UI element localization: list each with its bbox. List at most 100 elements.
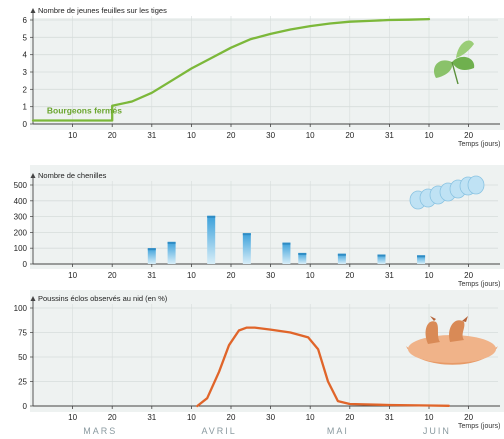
x-tick-label: 10 (68, 413, 77, 422)
bar (282, 242, 291, 264)
x-tick-label: 20 (108, 413, 117, 422)
x-tick-label: 31 (147, 271, 156, 280)
x-tick-label: 20 (464, 271, 473, 280)
x-tick-label: 10 (68, 271, 77, 280)
caterpillar-icon (409, 175, 485, 210)
x-tick-label: 10 (425, 271, 434, 280)
bar-cap (242, 233, 251, 236)
x-tick-label: 30 (266, 413, 275, 422)
x-tick-label: 30 (266, 131, 275, 140)
y-tick-label: 75 (18, 329, 27, 338)
bar (417, 255, 426, 264)
month-label: AVRIL (201, 426, 236, 436)
x-tick-label: 10 (187, 131, 196, 140)
y-tick-label: 4 (23, 51, 28, 60)
x-tick-label: 31 (147, 413, 156, 422)
x-tick-label: 20 (345, 271, 354, 280)
leaf-shape (433, 60, 453, 78)
panel-background (30, 18, 504, 130)
bar-cap (337, 253, 346, 256)
bar-cap (417, 255, 426, 258)
bar (167, 241, 176, 264)
bar (147, 248, 156, 264)
bird-nest-icon (406, 316, 498, 365)
x-tick-label: 20 (108, 271, 117, 280)
y-tick-label: 400 (14, 197, 28, 206)
month-labels: MARS AVRIL MAI JUIN (83, 426, 451, 436)
bar-cap (207, 215, 216, 218)
x-axis-label: Temps (jours) (458, 281, 500, 288)
x-tick-label: 20 (227, 131, 236, 140)
month-label: MARS (83, 426, 117, 436)
leaf-icon (433, 40, 475, 85)
chick-shape (449, 320, 465, 342)
y-tick-label: 25 (18, 378, 27, 387)
y-tick-label: 6 (23, 16, 28, 25)
y-axis-arrow (30, 296, 36, 301)
x-tick-label: 31 (385, 131, 394, 140)
chart-panel-2: 0100200300400500102031102030102031102030… (14, 171, 504, 288)
x-tick-label: 31 (147, 131, 156, 140)
x-tick-label: 31 (385, 271, 394, 280)
y-tick-label: 100 (14, 244, 28, 253)
chart-panel-1: 0123456102031102030102031102030Temps (jo… (23, 6, 504, 148)
leaf-shape (452, 56, 475, 70)
x-tick-label: 31 (385, 413, 394, 422)
x-tick-label: 10 (187, 413, 196, 422)
x-tick-label: 10 (68, 131, 77, 140)
x-tick-label: 20 (345, 413, 354, 422)
series-line (31, 17, 431, 122)
chart-panels: 0 1 2 3 4 5 6 10 20 31 10 20 30 10 20 31 10 20 30 Temps (jo… (14, 6, 504, 430)
annotation-label: Bourgeons fermés (47, 105, 122, 115)
x-tick-label: 10 (425, 131, 434, 140)
leaf-shape (456, 40, 474, 58)
y-tick-label: 100 (14, 304, 28, 313)
y-tick-label: 2 (23, 85, 28, 94)
x-tick-label: 10 (306, 271, 315, 280)
panel-icons (406, 40, 498, 365)
bar-cap (298, 252, 307, 255)
x-tick-label: 20 (345, 131, 354, 140)
y-tick-label: 500 (14, 181, 28, 190)
y-axis-arrow (30, 8, 36, 13)
bar (242, 233, 251, 264)
chick-beak (430, 316, 436, 321)
y-tick-label: 200 (14, 228, 28, 237)
chick-beak (462, 316, 468, 322)
y-tick-label: 1 (23, 103, 28, 112)
x-tick-label: 20 (227, 413, 236, 422)
caterpillar-segment (467, 175, 485, 195)
x-axis-label: Temps (jours) (458, 141, 500, 148)
x-tick-label: 20 (108, 131, 117, 140)
bar (337, 253, 346, 264)
y-axis-arrow (30, 173, 36, 178)
month-label: MAI (327, 426, 349, 436)
bar-cap (282, 242, 291, 245)
chick-shape (425, 321, 440, 344)
x-tick-label: 20 (464, 413, 473, 422)
x-tick-label: 30 (266, 271, 275, 280)
series-line (196, 326, 450, 408)
y-tick-label: 3 (23, 68, 28, 77)
bar-cap (167, 241, 176, 244)
chart-title: Nombre de chenilles (38, 171, 107, 180)
y-tick-label: 0 (23, 260, 28, 269)
chart-title: Poussins éclos observés au nid (en %) (38, 294, 168, 303)
chart-title: Nombre de jeunes feuilles sur les tiges (38, 6, 167, 15)
x-tick-label: 20 (464, 131, 473, 140)
bar-cap (377, 254, 386, 257)
y-tick-label: 300 (14, 213, 28, 222)
chart-panel-3: 0255075100102031102030102031102030Temps … (14, 294, 504, 430)
leaf-stem (451, 61, 459, 85)
bar (377, 254, 386, 264)
bar-cap (147, 248, 156, 251)
x-tick-label: 20 (227, 271, 236, 280)
bar (207, 215, 216, 264)
x-tick-label: 10 (306, 413, 315, 422)
bar (298, 252, 307, 264)
x-tick-label: 10 (306, 131, 315, 140)
y-tick-label: 0 (23, 402, 28, 411)
x-axis-label: Temps (jours) (458, 423, 500, 430)
month-label: JUIN (423, 426, 451, 436)
y-tick-label: 5 (23, 33, 28, 42)
